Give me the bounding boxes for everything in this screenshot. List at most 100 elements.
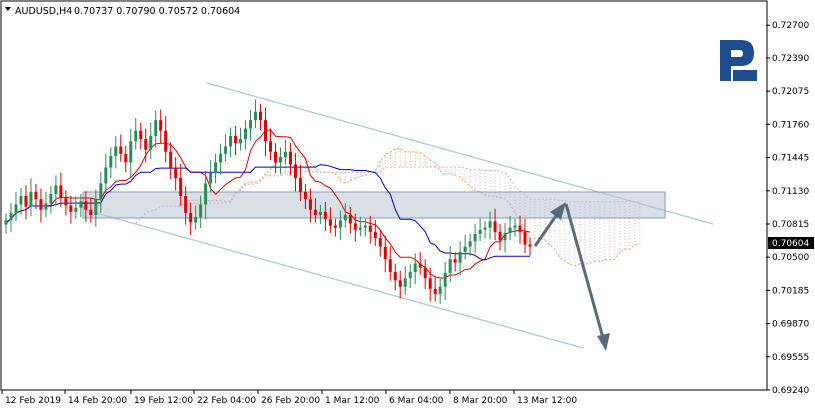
time-tick-label: 14 Feb 20:00 <box>68 396 127 406</box>
ichimoku-lines <box>5 129 531 279</box>
candle-body <box>29 191 33 207</box>
candle-body <box>239 139 243 144</box>
candle-body <box>448 259 452 273</box>
time-tick-label: 19 Feb 12:00 <box>134 396 193 406</box>
time-tick-label: 1 Mar 12:00 <box>325 396 380 406</box>
price-tick-label: 0.72390 <box>772 54 809 64</box>
candle-body <box>503 232 507 241</box>
candle-body <box>54 185 58 194</box>
candle-body <box>408 271 412 279</box>
price-tick-label: 0.70815 <box>772 220 809 230</box>
price-tick-label: 0.72075 <box>772 87 809 97</box>
channel-lower-line[interactable] <box>84 209 584 349</box>
candle-body <box>224 146 228 154</box>
candle-body <box>483 227 487 230</box>
candle-body <box>343 215 347 221</box>
candle-body <box>328 219 332 226</box>
tenkan-line <box>5 129 531 279</box>
candle-body <box>14 204 18 213</box>
forecast-arrow-down-line[interactable] <box>564 203 605 339</box>
candle-body <box>204 183 208 205</box>
candle-body <box>59 185 63 199</box>
candle-body <box>438 286 442 295</box>
candle-body <box>333 225 337 228</box>
candle-body <box>134 130 138 142</box>
candle-body <box>34 191 38 200</box>
candle-body <box>363 225 367 228</box>
price-axis[interactable]: 0.72700 0.72390 0.72075 0.71760 0.71445 0.711… <box>766 21 809 396</box>
candle-body <box>109 155 113 168</box>
candle-body <box>493 221 497 232</box>
resistance-zone-rect[interactable] <box>82 191 666 219</box>
price-tick-label: 0.70185 <box>772 286 809 296</box>
candle-body <box>418 263 422 268</box>
candle-body <box>164 130 168 152</box>
candle-body <box>423 267 427 279</box>
candle-body <box>358 227 362 230</box>
candle-body <box>49 193 53 204</box>
candle-body <box>403 278 407 287</box>
time-axis[interactable]: 12 Feb 2019 14 Feb 20:00 19 Feb 12:00 22 Fe… <box>1 390 577 406</box>
candle-body <box>189 212 193 223</box>
candle-body <box>234 135 238 144</box>
candle-body <box>159 120 163 131</box>
candle-body <box>278 157 282 163</box>
candle-body <box>74 207 78 212</box>
candle-body <box>94 199 98 216</box>
candle-body <box>99 183 103 200</box>
dropdown-triangle-icon[interactable] <box>5 7 11 11</box>
candle-body <box>19 196 23 205</box>
candle-body <box>194 217 198 223</box>
senkou-span-b <box>135 166 640 224</box>
resistance-zone[interactable] <box>82 191 666 219</box>
candle-body <box>124 153 128 163</box>
candle-body <box>308 199 312 210</box>
candle-body <box>79 201 83 208</box>
candle-body <box>523 231 527 245</box>
current-price-label: 0.70604 <box>772 239 809 249</box>
forecast-arrows[interactable] <box>533 202 610 351</box>
candle-body <box>318 211 322 216</box>
candle-body <box>388 259 392 272</box>
candle-body <box>174 167 178 179</box>
candle-body <box>144 139 148 150</box>
chart-symbol: AUDUSD,H4 <box>15 6 72 17</box>
price-tick-label: 0.71445 <box>772 154 809 164</box>
candle-body <box>498 231 502 241</box>
candle-body <box>453 259 457 263</box>
price-tick-label: 0.71760 <box>772 120 809 130</box>
candle-body <box>244 128 248 140</box>
candle-body <box>373 231 377 239</box>
candle-body <box>169 151 173 168</box>
candle-body <box>348 215 352 224</box>
candle-body <box>428 278 432 289</box>
candle-body <box>39 199 43 210</box>
candle-body <box>518 225 522 232</box>
candle-body <box>528 244 532 247</box>
candle-body <box>478 229 482 234</box>
candle-body <box>84 201 88 210</box>
candle-body <box>353 223 357 230</box>
candle-body <box>264 120 268 142</box>
candle-body <box>129 141 133 163</box>
candle-body <box>259 111 263 121</box>
candle-body <box>323 211 327 220</box>
candle-body <box>154 120 158 136</box>
candle-body <box>268 141 272 152</box>
candle-body <box>288 151 292 165</box>
candle-body <box>199 204 203 218</box>
price-tick-label: 0.69240 <box>772 386 809 396</box>
time-tick-label: 8 Mar 20:00 <box>453 396 508 406</box>
candle-body <box>513 225 517 228</box>
candle-body <box>368 225 372 232</box>
candle-body <box>89 209 93 216</box>
candle-body <box>293 164 297 179</box>
price-tick-label: 0.69555 <box>772 353 809 363</box>
time-tick-label: 12 Feb 2019 <box>5 396 61 406</box>
arrow-down-head-icon <box>597 333 610 351</box>
time-tick-label: 22 Feb 04:00 <box>197 396 256 406</box>
candle-body <box>249 120 253 129</box>
candle-body <box>9 212 13 221</box>
